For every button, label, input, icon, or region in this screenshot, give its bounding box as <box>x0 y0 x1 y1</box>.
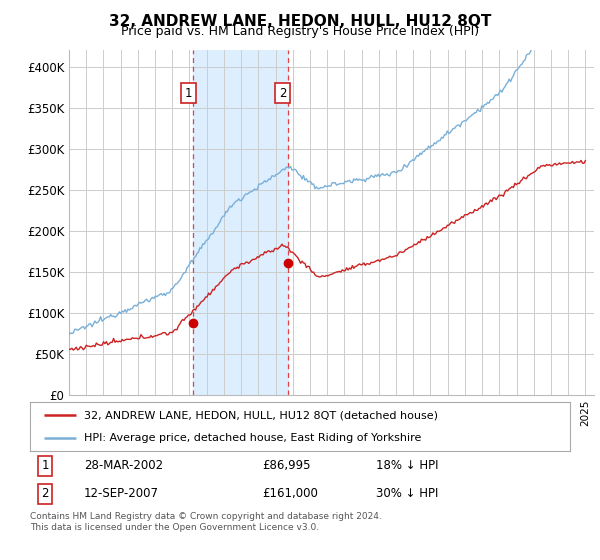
Text: £161,000: £161,000 <box>262 487 318 501</box>
Text: 28-MAR-2002: 28-MAR-2002 <box>84 459 163 473</box>
Text: 1: 1 <box>41 459 49 473</box>
Bar <box>193 50 288 395</box>
Text: 1: 1 <box>185 87 192 100</box>
Text: 32, ANDREW LANE, HEDON, HULL, HU12 8QT: 32, ANDREW LANE, HEDON, HULL, HU12 8QT <box>109 14 491 29</box>
Text: Contains HM Land Registry data © Crown copyright and database right 2024.
This d: Contains HM Land Registry data © Crown c… <box>30 512 382 532</box>
Text: 2: 2 <box>279 87 286 100</box>
Text: 18% ↓ HPI: 18% ↓ HPI <box>376 459 438 473</box>
Text: 30% ↓ HPI: 30% ↓ HPI <box>376 487 438 501</box>
Text: Price paid vs. HM Land Registry's House Price Index (HPI): Price paid vs. HM Land Registry's House … <box>121 25 479 38</box>
Text: 2: 2 <box>41 487 49 501</box>
Text: 12-SEP-2007: 12-SEP-2007 <box>84 487 159 501</box>
Text: £86,995: £86,995 <box>262 459 311 473</box>
Text: 32, ANDREW LANE, HEDON, HULL, HU12 8QT (detached house): 32, ANDREW LANE, HEDON, HULL, HU12 8QT (… <box>84 410 438 421</box>
Text: HPI: Average price, detached house, East Riding of Yorkshire: HPI: Average price, detached house, East… <box>84 433 421 444</box>
